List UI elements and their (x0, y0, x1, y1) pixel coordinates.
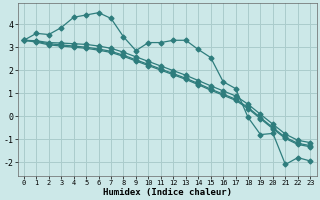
X-axis label: Humidex (Indice chaleur): Humidex (Indice chaleur) (103, 188, 232, 197)
